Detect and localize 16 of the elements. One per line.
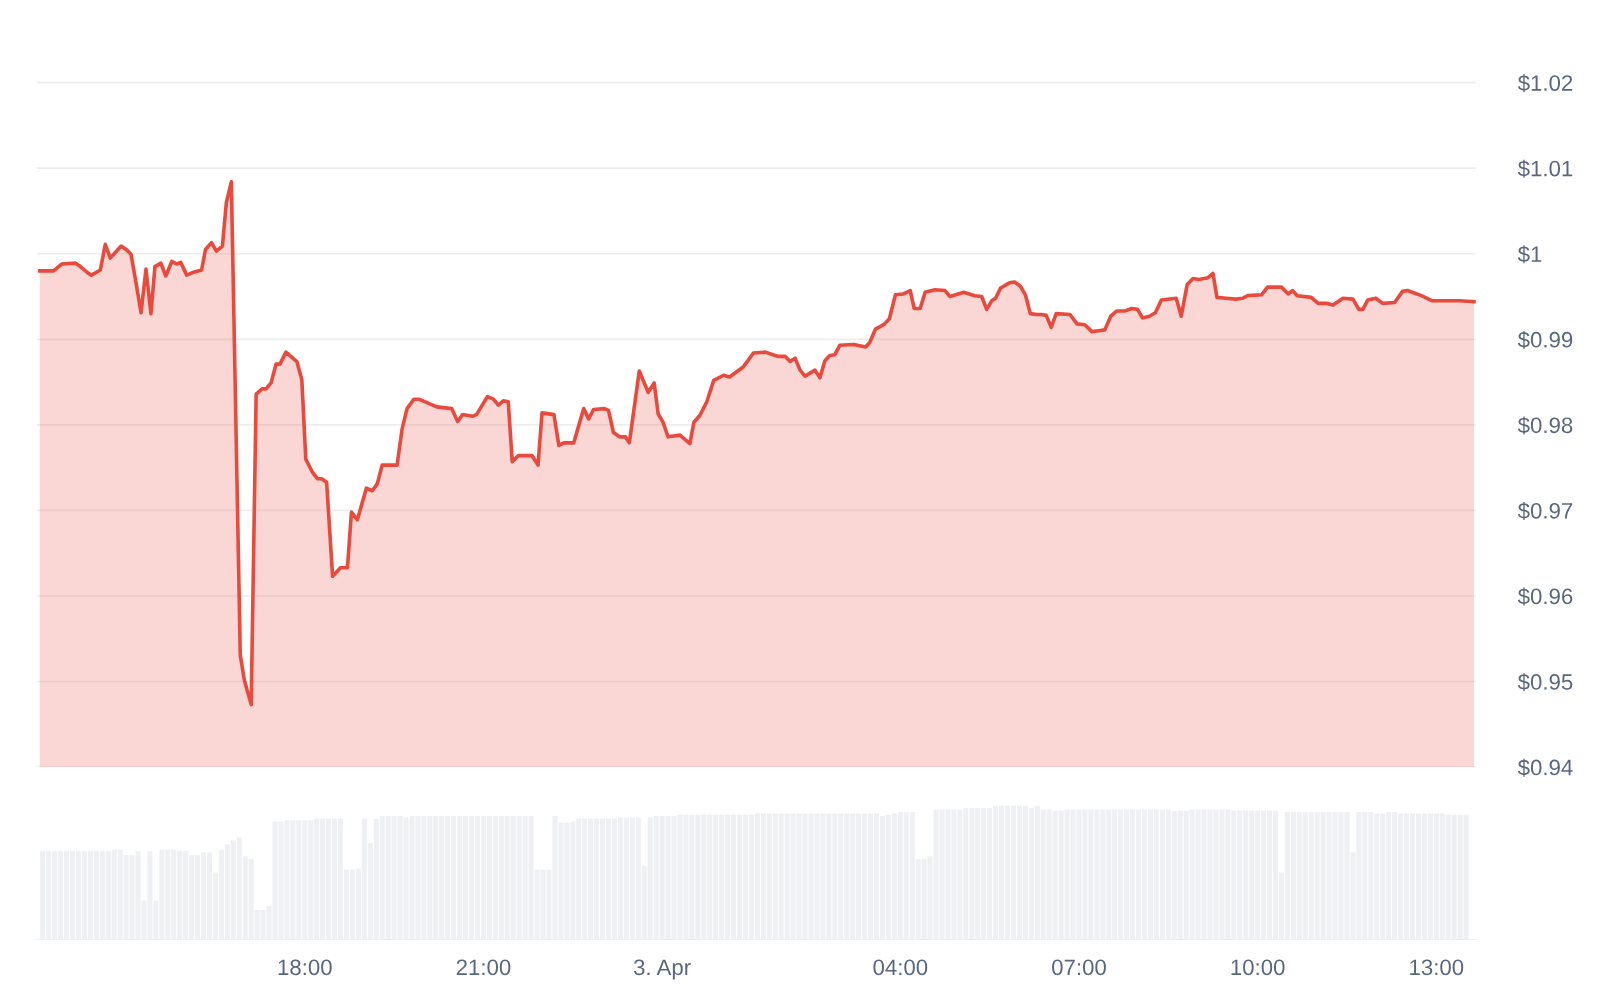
y-tick-label: $0.94 (1517, 758, 1573, 777)
x-tick-label: 18:00 (278, 959, 332, 976)
y-tick-label: $1.02 (1517, 74, 1573, 93)
x-tick-label: 21:00 (456, 959, 511, 976)
y-tick-label: $0.96 (1517, 587, 1573, 606)
y-tick-label: $0.99 (1517, 330, 1573, 349)
y-tick-label: $0.98 (1517, 416, 1573, 435)
x-tick-label: 10:00 (1231, 959, 1285, 976)
y-tick-label: $1 (1517, 245, 1542, 264)
x-tick-label: 13:00 (1410, 959, 1464, 976)
x-tick-label: 04:00 (873, 959, 928, 976)
y-tick-label: $1.01 (1517, 159, 1573, 178)
x-tick-label: 07:00 (1052, 959, 1106, 976)
x-tick-label: 3. Apr (633, 959, 691, 980)
y-tick-label: $0.97 (1517, 502, 1573, 521)
y-tick-label: $0.95 (1517, 673, 1573, 692)
